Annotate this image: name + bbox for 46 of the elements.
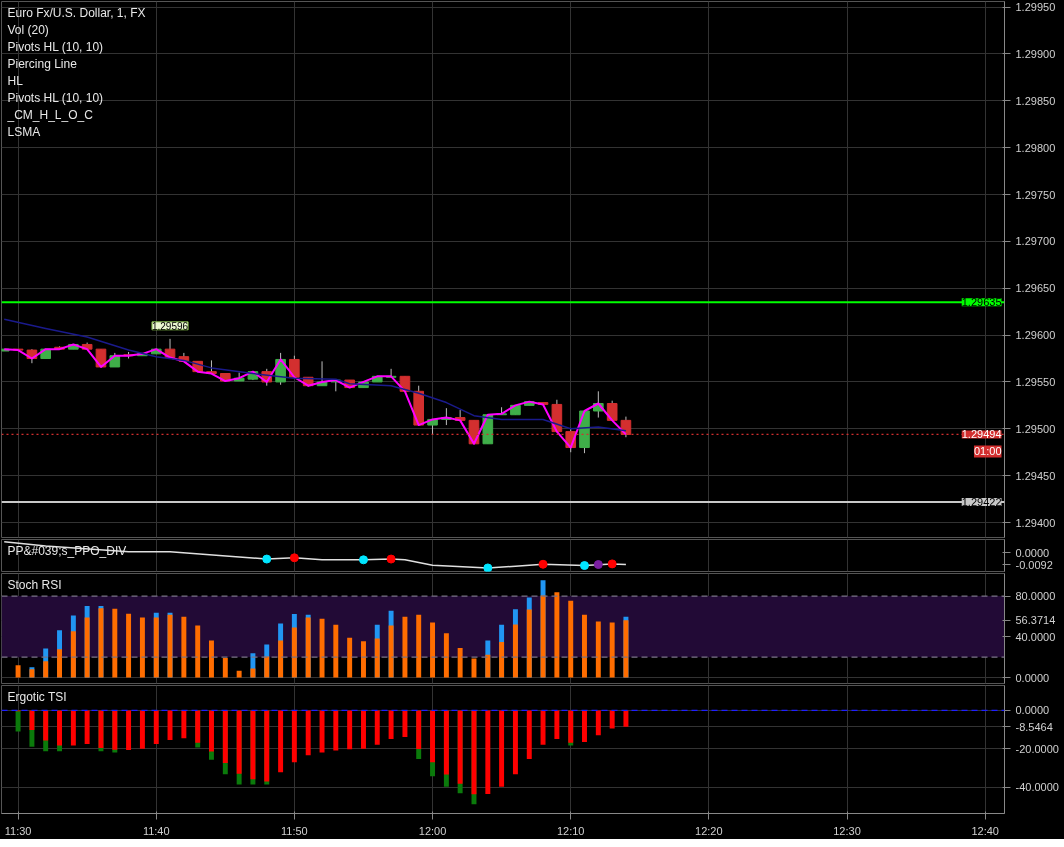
- y-tick-label: 1.29850: [1015, 94, 1056, 107]
- y-tick-label: 80.0000: [1015, 590, 1056, 603]
- chart-title: PP&#039;s_PPO_DIV: [7, 543, 127, 558]
- x-tick-label: 12:40: [971, 824, 999, 837]
- x-tick-label: 12:30: [833, 824, 861, 837]
- y-tick-label: -40.0000: [1015, 781, 1059, 794]
- annotation: Pivots HL (10, 10): [7, 39, 104, 54]
- x-tick-label: 12:00: [418, 824, 447, 837]
- y-tick-label: 1.29400: [1015, 516, 1056, 529]
- y-tick-label: 1.29600: [1015, 329, 1056, 342]
- y-tick-label: 0.0000: [1015, 671, 1050, 684]
- y-tick-label: 1.29950: [1015, 1, 1056, 14]
- x-tick-label: 11:40: [142, 824, 170, 837]
- y-tick-label: 1.29900: [1015, 47, 1056, 60]
- x-tick-label: 11:50: [281, 824, 308, 837]
- ref-line-label: 1.29422: [961, 495, 1002, 508]
- y-tick-label: 1.29650: [1015, 282, 1056, 295]
- chart-title: Euro Fx/U.S. Dollar, 1, FX: [7, 5, 146, 20]
- annotation: Piercing Line: [7, 56, 78, 71]
- y-tick-label: 1.29450: [1015, 469, 1056, 482]
- x-tick-label: 12:10: [556, 824, 585, 837]
- y-tick-label: 1.29550: [1015, 375, 1056, 388]
- chart-title: Stoch RSI: [7, 577, 62, 592]
- annotation: Vol (20): [7, 22, 49, 37]
- x-tick-label: 11:30: [4, 824, 32, 837]
- annotation: HL: [7, 73, 24, 88]
- ref-line-label: 1.29494: [961, 428, 1002, 441]
- y-tick-label: 0.0000: [1015, 704, 1050, 717]
- annotation: LSMA: [7, 124, 41, 139]
- y-tick-label: -20.0000: [1015, 742, 1059, 755]
- y-tick-label: 56.3714: [1015, 614, 1056, 627]
- y-tick-label: 1.29700: [1015, 235, 1056, 248]
- ref-line-label: 1.29635: [961, 296, 1002, 309]
- annotation: 01:00: [973, 445, 1002, 458]
- y-tick-label: 1.29500: [1015, 422, 1056, 435]
- annotation: _CM_H_L_O_C: [6, 107, 94, 122]
- y-tick-label: -8.5464: [1015, 720, 1053, 733]
- annotation: 1.29596: [151, 320, 189, 332]
- annotation: Pivots HL (10, 10): [7, 90, 104, 105]
- y-tick-label: 1.29800: [1015, 141, 1056, 154]
- x-tick-label: 12:20: [695, 824, 723, 837]
- chart-title: Ergotic TSI: [7, 689, 67, 704]
- y-tick-label: -0.0092: [1015, 558, 1053, 571]
- y-tick-label: 40.0000: [1015, 630, 1056, 643]
- y-tick-label: 0.0000: [1015, 546, 1050, 559]
- y-tick-label: 1.29750: [1015, 188, 1056, 201]
